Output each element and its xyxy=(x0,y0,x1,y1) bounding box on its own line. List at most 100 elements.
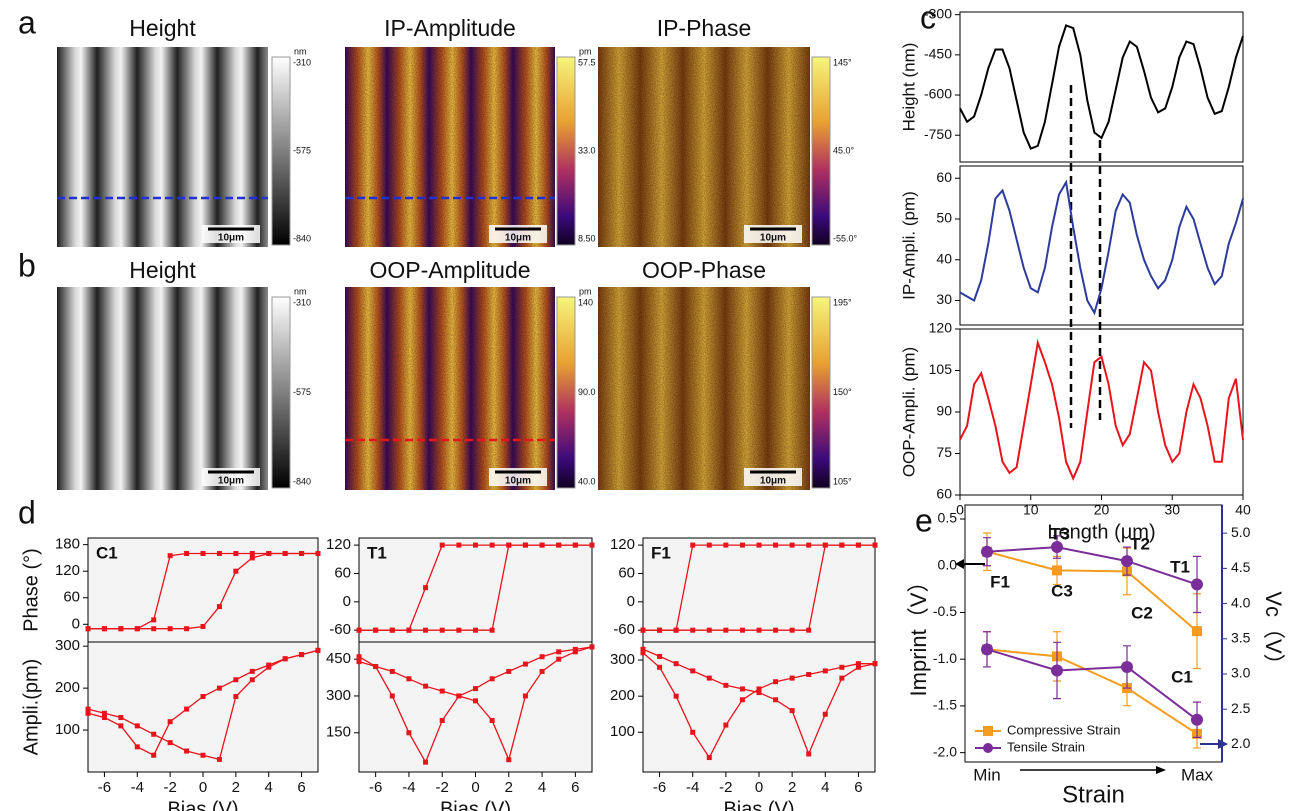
marker xyxy=(184,550,190,556)
y-tick-label: -750 xyxy=(924,126,952,142)
x-tick-label: 6 xyxy=(854,779,862,796)
marker xyxy=(216,685,222,691)
marker xyxy=(456,693,462,699)
marker xyxy=(706,755,712,761)
marker xyxy=(423,683,429,689)
marker xyxy=(556,542,562,548)
y-tick-label: 150 xyxy=(326,724,351,741)
marker xyxy=(282,550,288,556)
y-axis-label: IP-Ampli. (pm) xyxy=(899,191,918,300)
marker xyxy=(723,722,729,728)
marker xyxy=(315,647,321,653)
x-tick-label: -6 xyxy=(369,779,382,796)
marker xyxy=(723,627,729,633)
marker xyxy=(673,693,679,699)
colorbar-unit: pm xyxy=(579,286,592,296)
y-tick-label: 180 xyxy=(55,536,80,553)
marker xyxy=(439,542,445,548)
chart: -60 0 60 120 F1 xyxy=(610,536,878,643)
y-tick-label: -60 xyxy=(613,621,635,638)
panel-label: e xyxy=(915,502,933,538)
marker xyxy=(690,542,696,548)
marker xyxy=(640,650,646,656)
marker xyxy=(118,714,124,720)
marker xyxy=(589,644,595,650)
marker xyxy=(522,693,528,699)
marker xyxy=(556,649,562,655)
map-noise xyxy=(345,47,555,247)
y-tick-label: -600 xyxy=(924,86,952,102)
marker xyxy=(1121,555,1133,568)
marker xyxy=(489,676,495,682)
marker xyxy=(589,542,595,548)
x-tick-label: -4 xyxy=(402,779,415,796)
marker xyxy=(539,668,545,674)
marker xyxy=(723,542,729,548)
marker xyxy=(789,708,795,714)
y-axis-label: Phase (°) xyxy=(20,548,42,632)
y-tick-label: 450 xyxy=(326,650,351,667)
marker xyxy=(839,542,845,548)
annotation: C2 xyxy=(1131,603,1153,622)
y-tick-label: 200 xyxy=(55,679,80,696)
marker xyxy=(773,697,779,703)
marker xyxy=(101,710,107,716)
marker xyxy=(167,553,173,559)
series-line xyxy=(959,338,1244,481)
marker xyxy=(151,731,157,737)
marker xyxy=(657,627,663,633)
plot-frame xyxy=(642,641,876,773)
marker xyxy=(85,710,91,716)
series-line xyxy=(986,648,1198,721)
marker xyxy=(1121,660,1133,673)
marker xyxy=(539,654,545,660)
y-tick-label: 120 xyxy=(610,536,635,553)
marker xyxy=(773,679,779,685)
x-tick-label: 4 xyxy=(821,779,829,796)
marker xyxy=(134,723,140,729)
marker xyxy=(981,545,993,558)
y-tick-label: 120 xyxy=(929,320,953,336)
x-tick-label: 0 xyxy=(755,779,763,796)
colorbar-label: -840 xyxy=(293,233,311,243)
marker xyxy=(522,542,528,548)
series-line xyxy=(986,546,1198,586)
marker xyxy=(756,542,762,548)
marker xyxy=(184,706,190,712)
marker xyxy=(151,752,157,758)
marker xyxy=(85,706,91,712)
y-tick-label: 0.5 xyxy=(938,510,958,526)
scale-bar-label: 10μm xyxy=(218,233,244,244)
marker xyxy=(673,661,679,667)
x-axis-label: Length (μm) xyxy=(1047,521,1155,543)
y-tick-label: 0.0 xyxy=(938,556,958,572)
plot-label: C1 xyxy=(96,543,118,562)
marker xyxy=(200,550,206,556)
colorbar-label: 145° xyxy=(833,57,852,67)
map-noise xyxy=(345,287,555,490)
x-tick-label: 6 xyxy=(297,779,305,796)
marker xyxy=(456,542,462,548)
marker xyxy=(872,661,878,667)
marker xyxy=(356,659,362,665)
marker xyxy=(216,756,222,762)
y-tick-label: 0 xyxy=(343,593,351,610)
marker xyxy=(855,542,861,548)
marker xyxy=(184,748,190,754)
marker xyxy=(473,686,478,692)
x-tick-label: -2 xyxy=(163,779,176,796)
y-tick-label: 50 xyxy=(936,210,952,226)
marker xyxy=(506,757,512,763)
y-axis-label: Ampli.(pm) xyxy=(20,659,42,756)
marker xyxy=(522,661,528,667)
marker xyxy=(839,664,845,670)
legend-marker xyxy=(983,726,993,736)
marker xyxy=(200,624,206,630)
x-tick-label: Min xyxy=(973,765,1000,784)
annotation: T2 xyxy=(1130,534,1150,553)
x-tick-label: 0 xyxy=(199,779,207,796)
y-tick-label: 300 xyxy=(326,687,351,704)
marker xyxy=(101,714,107,720)
colorbar xyxy=(556,296,576,489)
colorbar-label: 105° xyxy=(833,476,852,486)
